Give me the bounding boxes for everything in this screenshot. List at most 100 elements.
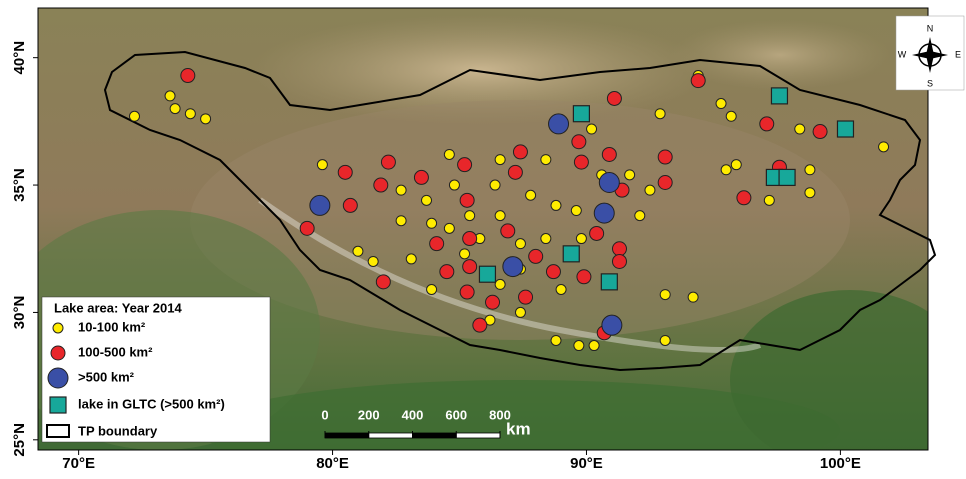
lake	[508, 165, 522, 179]
lake	[805, 165, 815, 175]
lake	[427, 218, 437, 228]
lake	[430, 237, 444, 251]
legend-swatch	[50, 397, 66, 413]
legend-swatch	[48, 368, 68, 388]
gltc-lake	[771, 88, 787, 104]
lake	[551, 200, 561, 210]
lake	[541, 234, 551, 244]
lake	[607, 91, 621, 105]
scale-label: 600	[445, 407, 467, 422]
map: N E S W Lake area: Year 2014 TP boundary…	[0, 0, 966, 474]
compass-west: W	[898, 49, 907, 59]
lake	[726, 111, 736, 121]
scale-unit: km	[506, 419, 531, 438]
lake	[486, 295, 500, 309]
gltc-lake	[563, 246, 579, 262]
lake	[576, 234, 586, 244]
lake	[463, 232, 477, 246]
lake	[602, 315, 622, 335]
lake	[414, 170, 428, 184]
compass-north: N	[927, 23, 934, 33]
legend-label: >500 km²	[78, 369, 135, 384]
lake	[519, 290, 533, 304]
lake	[612, 254, 626, 268]
lake	[515, 239, 525, 249]
legend: Lake area: Year 2014 TP boundary 10-100 …	[42, 297, 270, 442]
lake	[574, 341, 584, 351]
lake	[463, 260, 477, 274]
lake	[577, 270, 591, 284]
lake	[515, 307, 525, 317]
lake	[465, 211, 475, 221]
lake	[495, 155, 505, 165]
lake	[688, 292, 698, 302]
lake	[574, 155, 588, 169]
lake	[764, 195, 774, 205]
scale-segment	[456, 433, 500, 438]
lake	[170, 104, 180, 114]
gltc-lake	[479, 266, 495, 282]
lake	[737, 191, 751, 205]
lake	[353, 246, 363, 256]
legend-swatch	[51, 346, 65, 360]
lake	[460, 249, 470, 259]
lake	[381, 155, 395, 169]
lake	[655, 109, 665, 119]
scale-label: 0	[321, 407, 328, 422]
lake	[449, 180, 459, 190]
lake	[612, 242, 626, 256]
lake	[201, 114, 211, 124]
lake	[374, 178, 388, 192]
lake	[460, 193, 474, 207]
lake	[440, 265, 454, 279]
lake	[589, 341, 599, 351]
gltc-lake	[573, 106, 589, 122]
lake	[546, 265, 560, 279]
x-tick-label: 70°E	[62, 455, 95, 472]
scale-segment	[413, 433, 457, 438]
lake	[317, 160, 327, 170]
lake	[635, 211, 645, 221]
lake	[513, 145, 527, 159]
lake	[396, 216, 406, 226]
x-tick-label: 100°E	[820, 455, 861, 472]
lake	[406, 254, 416, 264]
lake	[181, 69, 195, 83]
lake	[396, 185, 406, 195]
lake	[526, 190, 536, 200]
legend-label: TP boundary	[78, 423, 158, 438]
x-tick-label: 80°E	[316, 455, 349, 472]
y-tick-label: 40°N	[11, 41, 28, 75]
lake	[549, 114, 569, 134]
lake	[495, 211, 505, 221]
compass-east: E	[955, 49, 961, 59]
lake	[495, 279, 505, 289]
scale-label: 400	[402, 407, 424, 422]
y-tick-label: 25°N	[11, 423, 28, 457]
lake	[731, 160, 741, 170]
lake	[501, 224, 515, 238]
lake	[300, 221, 314, 235]
lake	[599, 173, 619, 193]
lake	[760, 117, 774, 131]
legend-label: 100-500 km²	[78, 344, 153, 359]
lake	[427, 285, 437, 295]
lake	[572, 135, 586, 149]
gltc-lake	[837, 121, 853, 137]
legend-label: lake in GLTC (>500 km²)	[78, 396, 225, 411]
lake	[129, 111, 139, 121]
lake	[590, 226, 604, 240]
lake	[587, 124, 597, 134]
lake	[541, 155, 551, 165]
lake	[721, 165, 731, 175]
y-tick-label: 30°N	[11, 296, 28, 330]
lake	[602, 147, 616, 161]
compass-south: S	[927, 78, 933, 88]
lake	[716, 99, 726, 109]
lake	[660, 335, 670, 345]
lake	[458, 158, 472, 172]
lake	[571, 206, 581, 216]
lake	[310, 195, 330, 215]
legend-title: Lake area: Year 2014	[54, 300, 182, 315]
lake	[343, 198, 357, 212]
